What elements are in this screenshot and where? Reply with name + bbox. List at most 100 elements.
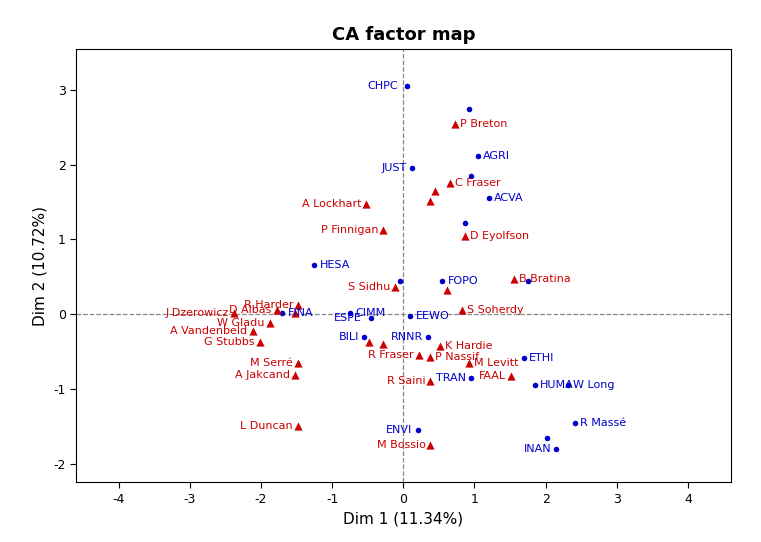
Point — [413, 351, 425, 360]
Text: TRAN: TRAN — [436, 373, 466, 383]
Point — [404, 311, 416, 320]
Point — [422, 332, 435, 341]
Point — [435, 341, 447, 350]
Text: R Saini: R Saini — [387, 377, 425, 386]
Point — [228, 309, 240, 318]
Point — [562, 381, 575, 390]
Point — [518, 353, 530, 362]
Point — [459, 218, 471, 227]
Point — [541, 433, 553, 442]
Text: A Vandenbeld: A Vandenbeld — [170, 326, 247, 335]
Text: P Breton: P Breton — [460, 119, 507, 128]
Text: B Bratina: B Bratina — [518, 274, 570, 284]
Text: FINA: FINA — [288, 308, 313, 318]
Text: D Albas: D Albas — [229, 306, 272, 315]
Text: A Jakcand: A Jakcand — [235, 371, 290, 380]
Text: R Harder: R Harder — [244, 300, 293, 310]
Point — [406, 163, 418, 172]
Text: P Nassif: P Nassif — [435, 352, 479, 362]
Text: J Dzerowicz: J Dzerowicz — [166, 308, 229, 319]
Text: M Serré: M Serré — [250, 358, 293, 368]
Point — [289, 309, 301, 318]
Point — [401, 82, 413, 91]
Text: HUMA: HUMA — [540, 380, 574, 390]
Point — [463, 105, 475, 114]
Point — [253, 338, 266, 346]
Text: S Soherdy: S Soherdy — [466, 306, 524, 315]
Point — [569, 418, 581, 427]
Point — [448, 119, 460, 128]
Text: ETHI: ETHI — [529, 352, 555, 363]
Text: JUST: JUST — [381, 163, 407, 173]
Text: L Duncan: L Duncan — [240, 421, 293, 431]
Point — [276, 308, 288, 317]
Point — [529, 381, 541, 390]
Point — [425, 377, 437, 386]
Text: ACVA: ACVA — [494, 192, 524, 203]
Point — [358, 332, 371, 341]
Text: R Fraser: R Fraser — [368, 350, 414, 360]
Point — [436, 276, 448, 285]
Text: K Hardie: K Hardie — [445, 340, 493, 351]
Text: S Sidhu: S Sidhu — [348, 281, 390, 292]
Point — [247, 326, 259, 335]
Point — [429, 186, 441, 195]
Text: W Gladu: W Gladu — [217, 318, 265, 328]
Text: ENVI: ENVI — [387, 425, 412, 435]
Point — [360, 199, 372, 208]
Point — [363, 338, 375, 346]
Point — [456, 306, 468, 315]
Text: A Lockhart: A Lockhart — [302, 198, 361, 209]
Text: FOPO: FOPO — [447, 275, 478, 286]
Point — [463, 358, 475, 367]
Point — [459, 231, 471, 240]
Point — [393, 276, 406, 285]
Point — [377, 340, 390, 349]
Point — [505, 372, 517, 380]
X-axis label: Dim 1 (11.34%): Dim 1 (11.34%) — [343, 511, 463, 526]
Point — [308, 261, 320, 269]
Text: C Fraser: C Fraser — [454, 178, 500, 189]
Text: FAAL: FAAL — [479, 371, 507, 381]
Point — [412, 425, 424, 434]
Point — [292, 422, 304, 431]
Text: AGRI: AGRI — [483, 151, 510, 160]
Point — [365, 314, 377, 322]
Point — [377, 226, 390, 235]
Point — [425, 441, 437, 449]
Title: CA factor map: CA factor map — [332, 27, 475, 44]
Text: INAN: INAN — [524, 444, 551, 454]
Point — [344, 308, 356, 317]
Text: D Eyolfson: D Eyolfson — [470, 231, 530, 241]
Text: W Long: W Long — [573, 380, 615, 390]
Text: BILI: BILI — [339, 332, 359, 341]
Point — [389, 282, 401, 291]
Point — [263, 319, 275, 327]
Point — [292, 358, 304, 367]
Y-axis label: Dim 2 (10.72%): Dim 2 (10.72%) — [33, 205, 48, 326]
Point — [508, 275, 520, 283]
Point — [465, 373, 477, 382]
Text: M Bossio: M Bossio — [377, 440, 425, 450]
Text: HESA: HESA — [320, 260, 350, 270]
Point — [482, 193, 495, 202]
Point — [271, 306, 283, 315]
Point — [550, 444, 562, 453]
Point — [441, 286, 454, 295]
Point — [425, 196, 437, 205]
Text: CIMM: CIMM — [355, 308, 385, 318]
Text: EEWO: EEWO — [416, 311, 449, 321]
Text: CHPC: CHPC — [368, 81, 399, 91]
Point — [465, 171, 477, 180]
Point — [522, 276, 534, 285]
Point — [292, 301, 304, 309]
Point — [444, 179, 456, 188]
Text: R Massé: R Massé — [581, 417, 626, 428]
Point — [425, 352, 437, 361]
Point — [472, 151, 484, 160]
Text: G Stubbs: G Stubbs — [204, 337, 255, 347]
Text: M Levitt: M Levitt — [474, 358, 518, 368]
Point — [289, 371, 301, 380]
Text: ESPE: ESPE — [334, 313, 362, 323]
Text: P Finnigan: P Finnigan — [321, 225, 378, 235]
